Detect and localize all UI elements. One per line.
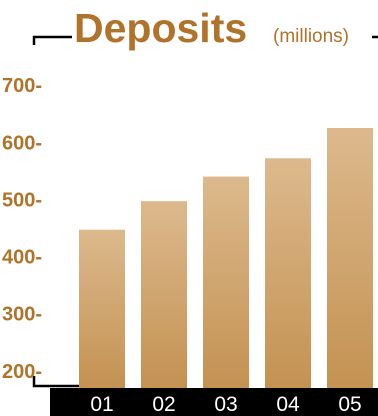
x-tick-label: 02 (152, 393, 175, 416)
x-tick-label: 04 (276, 393, 300, 416)
frame-top-left-corner (32, 35, 72, 45)
chart-title: Deposits (74, 5, 247, 51)
y-tick-labels: 700- 600- 500- 400- 300- 200- (2, 75, 42, 383)
y-tick-label: 400- (2, 247, 42, 269)
bar (203, 176, 249, 388)
frame-bottom-left-corner (32, 376, 80, 388)
chart-subtitle: (millions) (273, 26, 349, 47)
x-tick-label: 05 (338, 393, 361, 416)
bar (79, 229, 125, 388)
y-tick-label: 300- (2, 304, 42, 326)
bar-series (79, 128, 373, 388)
x-tick-labels: 01 02 03 04 05 (90, 393, 361, 416)
y-tick-label: 500- (2, 189, 42, 211)
bar (265, 158, 311, 388)
x-tick-label: 01 (90, 393, 113, 416)
x-axis-band (50, 388, 378, 416)
x-tick-label: 03 (214, 393, 237, 416)
y-tick-label: 200- (2, 361, 42, 383)
bar (327, 128, 373, 388)
y-tick-label: 600- (2, 132, 42, 154)
y-tick-label: 700- (2, 75, 42, 97)
bar (141, 201, 187, 388)
